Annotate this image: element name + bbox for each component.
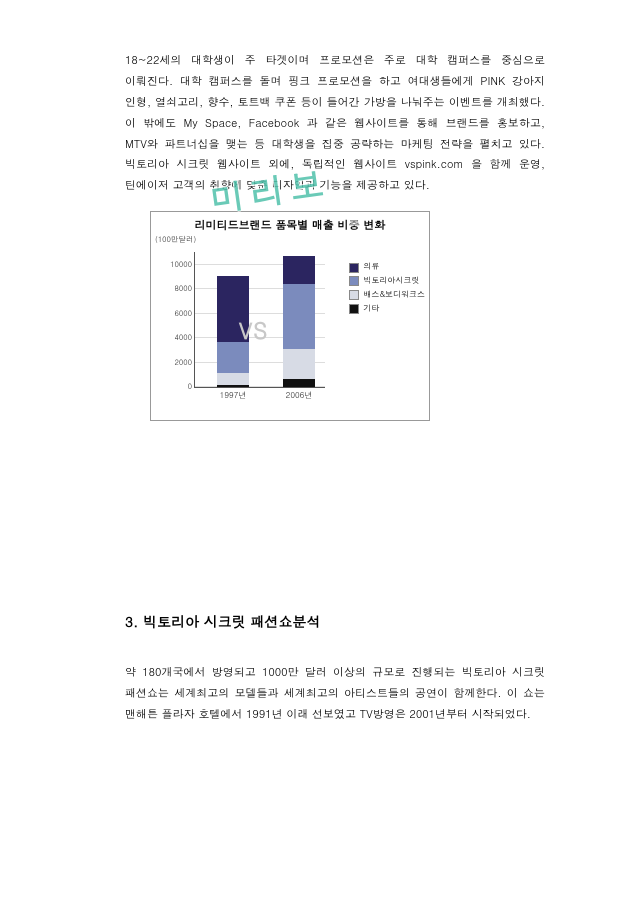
bar-segment-other [283, 379, 315, 388]
y-tick-label: 4000 [175, 333, 193, 343]
bar-segment-other [217, 385, 249, 387]
legend-row: 의류 [349, 261, 425, 274]
bar-segment-bbw [283, 349, 315, 378]
chart-container: 리미티드브랜드 품목별 매출 비중 변화 (100만달러) 0 2000 4000 6… [150, 211, 430, 421]
paragraph-1: 18~22세의 대학생이 주 타겟이며 프로모션은 주로 대학 캠퍼스를 중심으… [125, 51, 545, 197]
chart-y-unit: (100만달러) [155, 235, 196, 245]
legend-swatch [349, 263, 359, 273]
y-tick-label: 0 [188, 382, 192, 392]
legend-swatch [349, 304, 359, 314]
legend-label: 의류 [363, 261, 379, 274]
section-heading: 3. 빅토리아 시크릿 패션쇼분석 [125, 611, 545, 631]
y-tick-label: 2000 [175, 358, 193, 368]
legend-label: 배스&보디워크스 [363, 289, 425, 302]
chart-body: (100만달러) 0 2000 4000 6000 8000 10000 1997년 2006… [151, 235, 429, 410]
vs-watermark: VS [239, 315, 268, 346]
legend-swatch [349, 276, 359, 286]
legend-label: 기타 [363, 303, 379, 316]
chart-title: 리미티드브랜드 품목별 매출 비중 변화 [151, 212, 429, 235]
bar-segment-bbw [217, 373, 249, 385]
bar-segment-apparel [283, 256, 315, 284]
y-tick-label: 10000 [170, 260, 192, 270]
legend-label: 빅토리아시크릿 [363, 275, 419, 288]
bar-segment-vs [217, 342, 249, 373]
legend-swatch [349, 290, 359, 300]
x-tick-label: 2006년 [274, 390, 324, 401]
chart-legend: 의류빅토리아시크릿배스&보디워크스기타 [349, 261, 425, 316]
bar-segment-vs [283, 284, 315, 349]
legend-row: 빅토리아시크릿 [349, 275, 425, 288]
y-tick-label: 8000 [175, 284, 193, 294]
legend-row: 배스&보디워크스 [349, 289, 425, 302]
paragraph-2: 약 180개국에서 방영되고 1000만 달러 이상의 규모로 진행되는 빅토리… [125, 663, 545, 726]
y-tick-label: 6000 [175, 309, 193, 319]
legend-row: 기타 [349, 303, 425, 316]
x-tick-label: 1997년 [208, 390, 258, 401]
